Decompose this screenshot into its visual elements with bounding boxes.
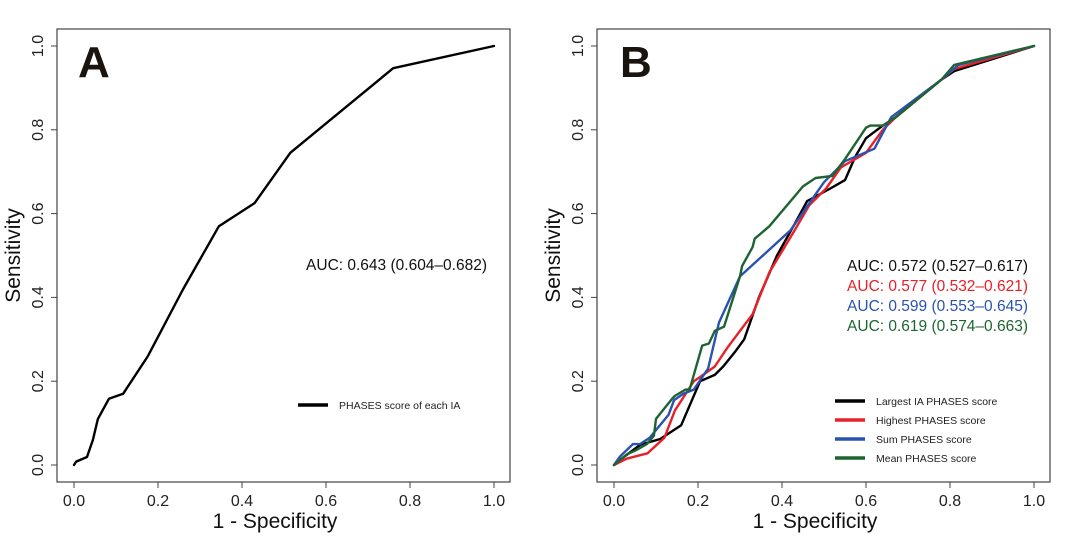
x-tick-label: 0.0 xyxy=(63,493,85,510)
y-tick-label: 0.2 xyxy=(570,370,587,392)
series-line-4 xyxy=(612,44,1036,467)
y-tick-label: 0.6 xyxy=(30,202,47,224)
y-tick-label: 0.0 xyxy=(30,454,47,476)
panel-b: 0.0 0.2 0.4 0.6 0.8 1.0 0.0 0.2 0.4 0.6 0.8 1.0 1 - … xyxy=(542,28,1051,533)
x-axis-title: 1 - Specificity xyxy=(753,510,878,533)
y-tick-label: 0.4 xyxy=(570,286,587,308)
x-tick-label: 0.4 xyxy=(771,493,793,510)
plot-frame xyxy=(596,28,1051,483)
y-tick-label: 0.4 xyxy=(30,286,47,308)
auc-annotation: AUC: 0.599 (0.553–0.645) xyxy=(847,298,1028,315)
x-tick-label: 0.8 xyxy=(399,493,421,510)
auc-annotation: AUC: 0.619 (0.574–0.663) xyxy=(847,318,1028,335)
series-line-1 xyxy=(72,44,496,467)
x-tick-label: 0.8 xyxy=(939,493,961,510)
auc-annotation: AUC: 0.643 (0.604–0.682) xyxy=(306,257,487,274)
x-tick-label: 0.4 xyxy=(231,493,253,510)
legend-label: Highest PHASES score xyxy=(876,415,986,427)
auc-annotation: AUC: 0.577 (0.532–0.621) xyxy=(847,278,1028,295)
x-tick-label: 0.2 xyxy=(687,493,709,510)
plot-frame xyxy=(56,28,511,483)
y-tick-label: 0.2 xyxy=(30,370,47,392)
y-tick-label: 0.8 xyxy=(30,119,47,141)
x-tick-label: 1.0 xyxy=(483,493,505,510)
y-tick-label: 0.8 xyxy=(570,119,587,141)
panel-letter: A xyxy=(78,38,110,87)
x-axis-title: 1 - Specificity xyxy=(213,510,338,533)
series-line-2 xyxy=(612,44,1036,467)
y-tick-label: 0.6 xyxy=(570,202,587,224)
y-axis-title: Sensitivity xyxy=(2,208,25,303)
y-tick-label: 1.0 xyxy=(30,35,47,57)
legend-label: Mean PHASES score xyxy=(876,453,977,465)
legend-label: Largest IA PHASES score xyxy=(876,396,998,408)
panel-letter: B xyxy=(620,38,652,87)
y-tick-label: 0.0 xyxy=(570,454,587,476)
legend-label: Sum PHASES score xyxy=(876,434,972,446)
x-tick-label: 0.2 xyxy=(147,493,169,510)
x-tick-label: 0.0 xyxy=(603,493,625,510)
legend-label: PHASES score of each IA xyxy=(339,400,460,412)
x-tick-label: 0.6 xyxy=(855,493,877,510)
x-tick-label: 0.6 xyxy=(315,493,337,510)
panel-a: 0.0 0.2 0.4 0.6 0.8 1.0 0.0 0.2 0.4 0.6 0.8 1.0 1 - … xyxy=(2,28,511,533)
x-tick-label: 1.0 xyxy=(1023,493,1045,510)
y-axis-title: Sensitivity xyxy=(542,208,565,303)
auc-annotation: AUC: 0.572 (0.527–0.617) xyxy=(847,258,1028,275)
y-tick-label: 1.0 xyxy=(570,35,587,57)
